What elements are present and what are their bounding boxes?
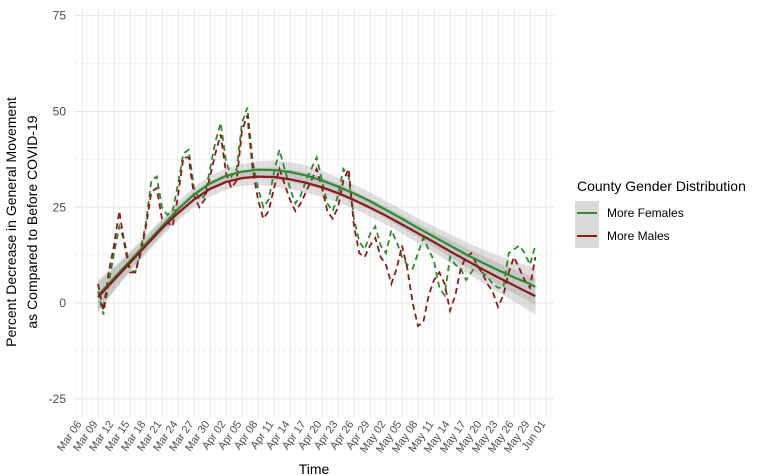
smooth-lines bbox=[97, 168, 536, 299]
y-tick-label: 50 bbox=[53, 104, 67, 118]
confidence-band bbox=[98, 167, 536, 315]
y-axis-title-line1: Percent Decrease in General Movement bbox=[3, 97, 19, 347]
y-tick-labels: -25 0 25 50 75 bbox=[49, 9, 67, 406]
series-line bbox=[97, 107, 537, 315]
smooth-line bbox=[97, 175, 536, 299]
legend-title: County Gender Distribution bbox=[577, 178, 746, 194]
y-axis-title-line2: as Compared to Before COVID-19 bbox=[24, 115, 40, 328]
series-line bbox=[97, 114, 537, 328]
y-tick-label: 75 bbox=[53, 9, 67, 23]
smooth-line bbox=[97, 168, 536, 297]
y-tick-label: 25 bbox=[53, 200, 67, 214]
legend-label-males: More Males bbox=[607, 229, 670, 243]
legend-label-females: More Females bbox=[607, 206, 684, 220]
plot-panel bbox=[74, 8, 554, 418]
confidence-bands bbox=[98, 160, 536, 315]
series-lines bbox=[97, 107, 537, 328]
y-tick-label: 0 bbox=[59, 296, 66, 310]
y-tick-label: -25 bbox=[49, 392, 67, 406]
grid bbox=[74, 8, 554, 418]
confidence-band bbox=[98, 160, 536, 311]
x-axis-title: Time bbox=[299, 461, 330, 476]
legend: County Gender Distribution More Females … bbox=[575, 178, 746, 248]
